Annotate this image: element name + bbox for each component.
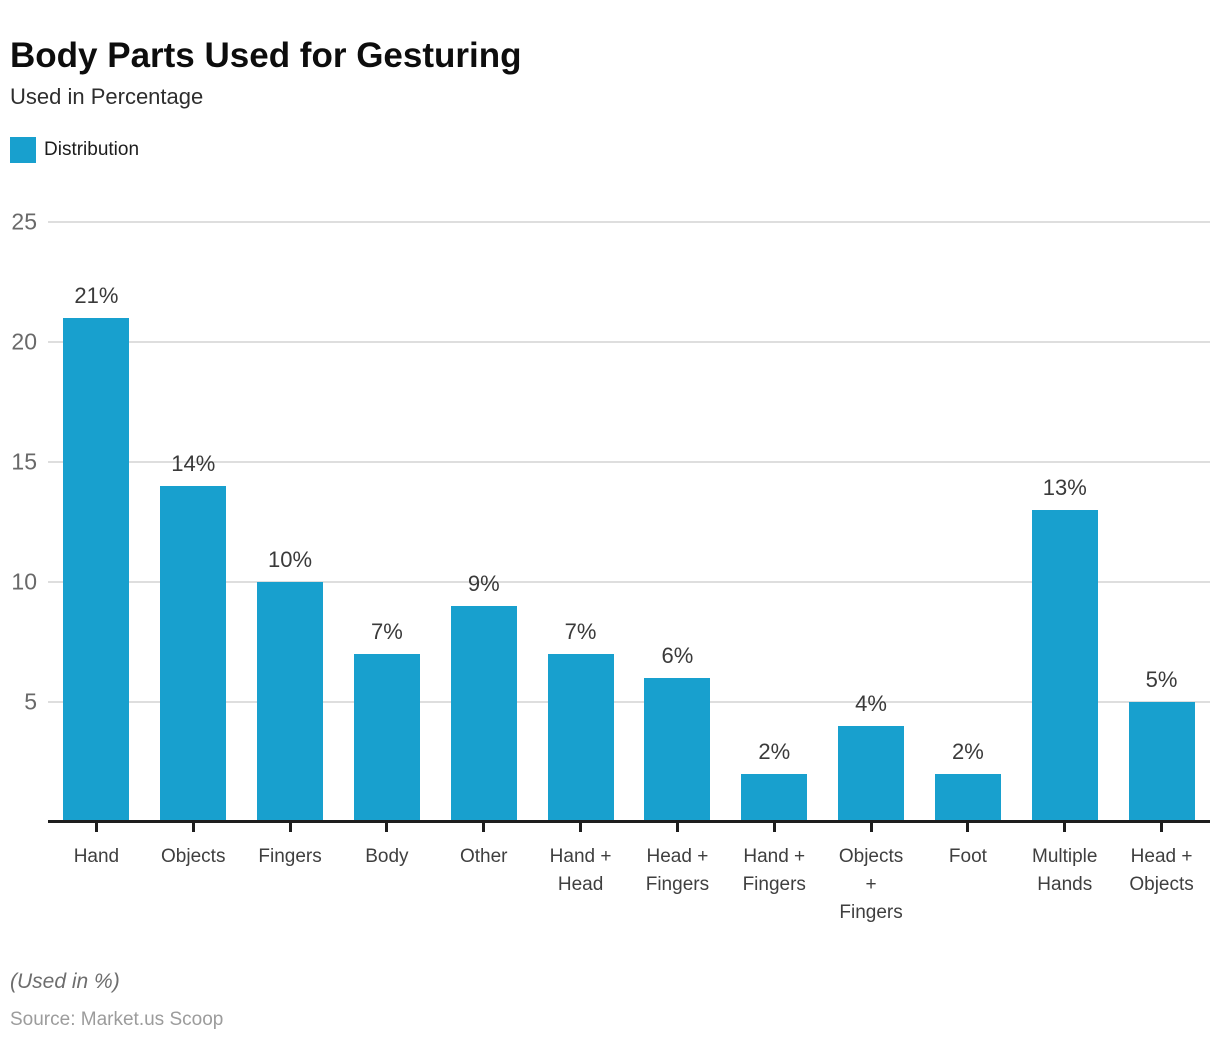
bar-head-fingers: [644, 678, 711, 822]
y-axis-tick-label: 10: [11, 568, 37, 595]
x-axis-label-line: Objects: [1129, 874, 1194, 895]
y-axis-tick-label: 5: [24, 688, 37, 715]
x-axis-label-line: +: [865, 874, 877, 895]
bar-value-label: 14%: [171, 451, 216, 476]
x-axis-category-label: Hand + Fingers: [726, 843, 823, 899]
bar-value-label: 21%: [74, 283, 119, 308]
source-attribution: Source: Market.us Scoop: [10, 1009, 224, 1030]
legend-label: Distribution: [44, 139, 140, 160]
x-axis-label-line: Hands: [1037, 874, 1093, 895]
legend: Distribution: [10, 137, 139, 163]
x-axis-tick: [579, 823, 583, 832]
x-axis-category-label: Objects: [145, 843, 242, 871]
bar-hand: [63, 318, 130, 822]
x-axis-category-label: Fingers: [242, 843, 339, 871]
bar-fingers: [257, 582, 324, 822]
bar-body: [353, 654, 420, 822]
chart-title: Body Parts Used for Gesturing: [10, 36, 522, 76]
x-axis-label-line: Hand +: [743, 846, 806, 867]
legend-swatch-icon: [10, 137, 36, 163]
x-axis-tick: [772, 823, 776, 832]
x-axis-category-label: Hand: [48, 843, 145, 871]
bar-value-label: 2%: [758, 739, 791, 764]
bar-foot: [934, 774, 1001, 822]
x-axis-category-label: Other: [435, 843, 532, 871]
x-axis-tick: [869, 823, 873, 832]
x-axis-label-line: Objects: [838, 846, 904, 867]
x-axis-label-line: Multiple: [1032, 846, 1098, 867]
bar-hand-head: [547, 654, 614, 822]
x-axis-tick: [385, 823, 389, 832]
bar-hand-fingers: [741, 774, 808, 822]
y-gridline: [48, 701, 1210, 703]
x-axis-category-label: Head + Objects: [1113, 843, 1210, 899]
x-axis-label-line: Fingers: [839, 902, 903, 923]
y-axis-tick-label: 20: [11, 328, 37, 355]
bar-multiple-hands: [1031, 510, 1098, 822]
bar-other: [450, 606, 517, 822]
y-gridline: [48, 461, 1210, 463]
bar-objects-fingers: [838, 726, 905, 822]
y-gridline: [48, 221, 1210, 223]
x-axis-tick: [191, 823, 195, 832]
x-axis-label-line: Head +: [646, 846, 709, 867]
x-axis-category-label: Head + Fingers: [629, 843, 726, 899]
bar-value-label: 7%: [371, 619, 403, 644]
x-axis-label-line: Foot: [948, 846, 987, 867]
bar-value-label: 6%: [661, 643, 694, 668]
bar-value-label: 5%: [1145, 667, 1178, 692]
footnote: (Used in %): [10, 970, 120, 993]
x-axis-label-line: Fingers: [258, 846, 322, 867]
x-axis-label-line: Other: [459, 846, 508, 867]
x-axis-tick: [288, 823, 292, 832]
x-axis-label-line: Hand: [73, 846, 120, 867]
x-axis-line: [48, 820, 1210, 823]
x-axis-label-line: Objects: [161, 846, 226, 867]
x-axis-category-label: Body: [339, 843, 436, 871]
x-axis-category-label: Multiple Hands: [1016, 843, 1113, 899]
x-axis-category-label: Hand + Head: [532, 843, 629, 899]
bar-value-label: 13%: [1042, 475, 1087, 500]
x-axis-label-line: Head: [557, 874, 604, 895]
bar-value-label: 10%: [268, 547, 313, 572]
x-axis-tick: [966, 823, 970, 832]
x-axis-tick: [675, 823, 679, 832]
x-axis-category-label: Foot: [920, 843, 1017, 871]
x-axis-label-line: Fingers: [645, 874, 710, 895]
x-axis-label-line: Body: [365, 846, 409, 867]
x-axis-tick: [1160, 823, 1164, 832]
bar-value-label: 7%: [564, 619, 597, 644]
x-axis-tick: [94, 823, 98, 832]
bar-value-label: 9%: [467, 571, 500, 596]
x-axis-tick: [1063, 823, 1067, 832]
chart-subtitle: Used in Percentage: [10, 84, 204, 109]
x-axis-tick: [482, 823, 486, 832]
y-axis-tick-label: 15: [11, 448, 37, 475]
x-axis-category-label: Objects + Fingers: [823, 843, 920, 927]
bar-value-label: 4%: [855, 691, 887, 716]
bar-objects: [160, 486, 227, 822]
y-axis-tick-label: 25: [11, 208, 37, 235]
x-axis-label-line: Head +: [1130, 846, 1193, 867]
bar-head-objects: [1128, 702, 1195, 822]
bar-value-label: 2%: [952, 739, 984, 764]
y-gridline: [48, 581, 1210, 583]
y-gridline: [48, 341, 1210, 343]
x-axis-label-line: Hand +: [549, 846, 612, 867]
x-axis-label-line: Fingers: [742, 874, 806, 895]
